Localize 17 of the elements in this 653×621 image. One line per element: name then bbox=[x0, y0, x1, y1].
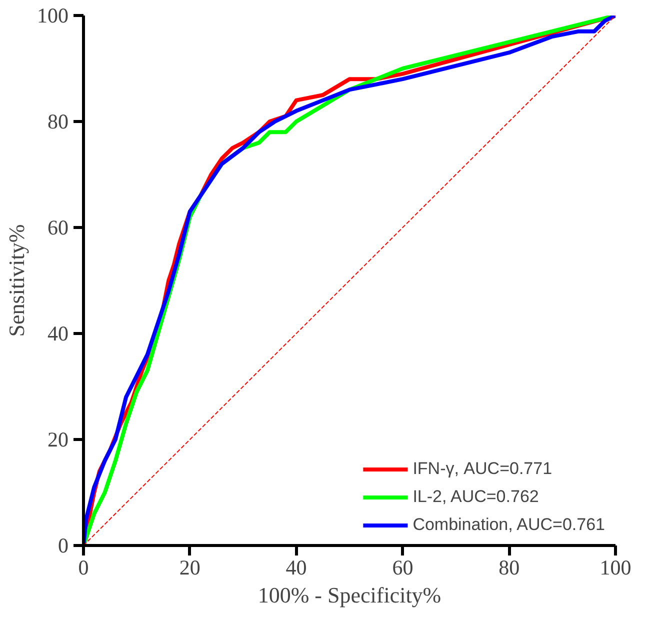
y-tick-label: 0 bbox=[58, 534, 68, 558]
y-tick-label: 80 bbox=[48, 110, 68, 134]
y-tick-label: 40 bbox=[48, 322, 68, 346]
y-tick-label: 20 bbox=[48, 428, 68, 452]
legend-label: IFN-γ, AUC=0.771 bbox=[412, 459, 552, 479]
legend-label: Combination, AUC=0.761 bbox=[412, 515, 605, 535]
x-tick-label: 40 bbox=[286, 556, 307, 580]
x-tick-label: 0 bbox=[78, 556, 89, 580]
y-tick-label: 100 bbox=[37, 4, 68, 28]
legend-label: IL-2, AUC=0.762 bbox=[412, 487, 539, 507]
x-tick-label: 20 bbox=[179, 556, 200, 580]
y-axis-title: Sensitivity% bbox=[4, 224, 29, 337]
x-tick-label: 100 bbox=[600, 556, 632, 580]
y-tick-label: 60 bbox=[48, 216, 68, 240]
x-axis-title: 100% - Specificity% bbox=[258, 582, 442, 608]
x-tick-label: 80 bbox=[498, 556, 520, 580]
x-tick-label: 60 bbox=[392, 556, 414, 580]
